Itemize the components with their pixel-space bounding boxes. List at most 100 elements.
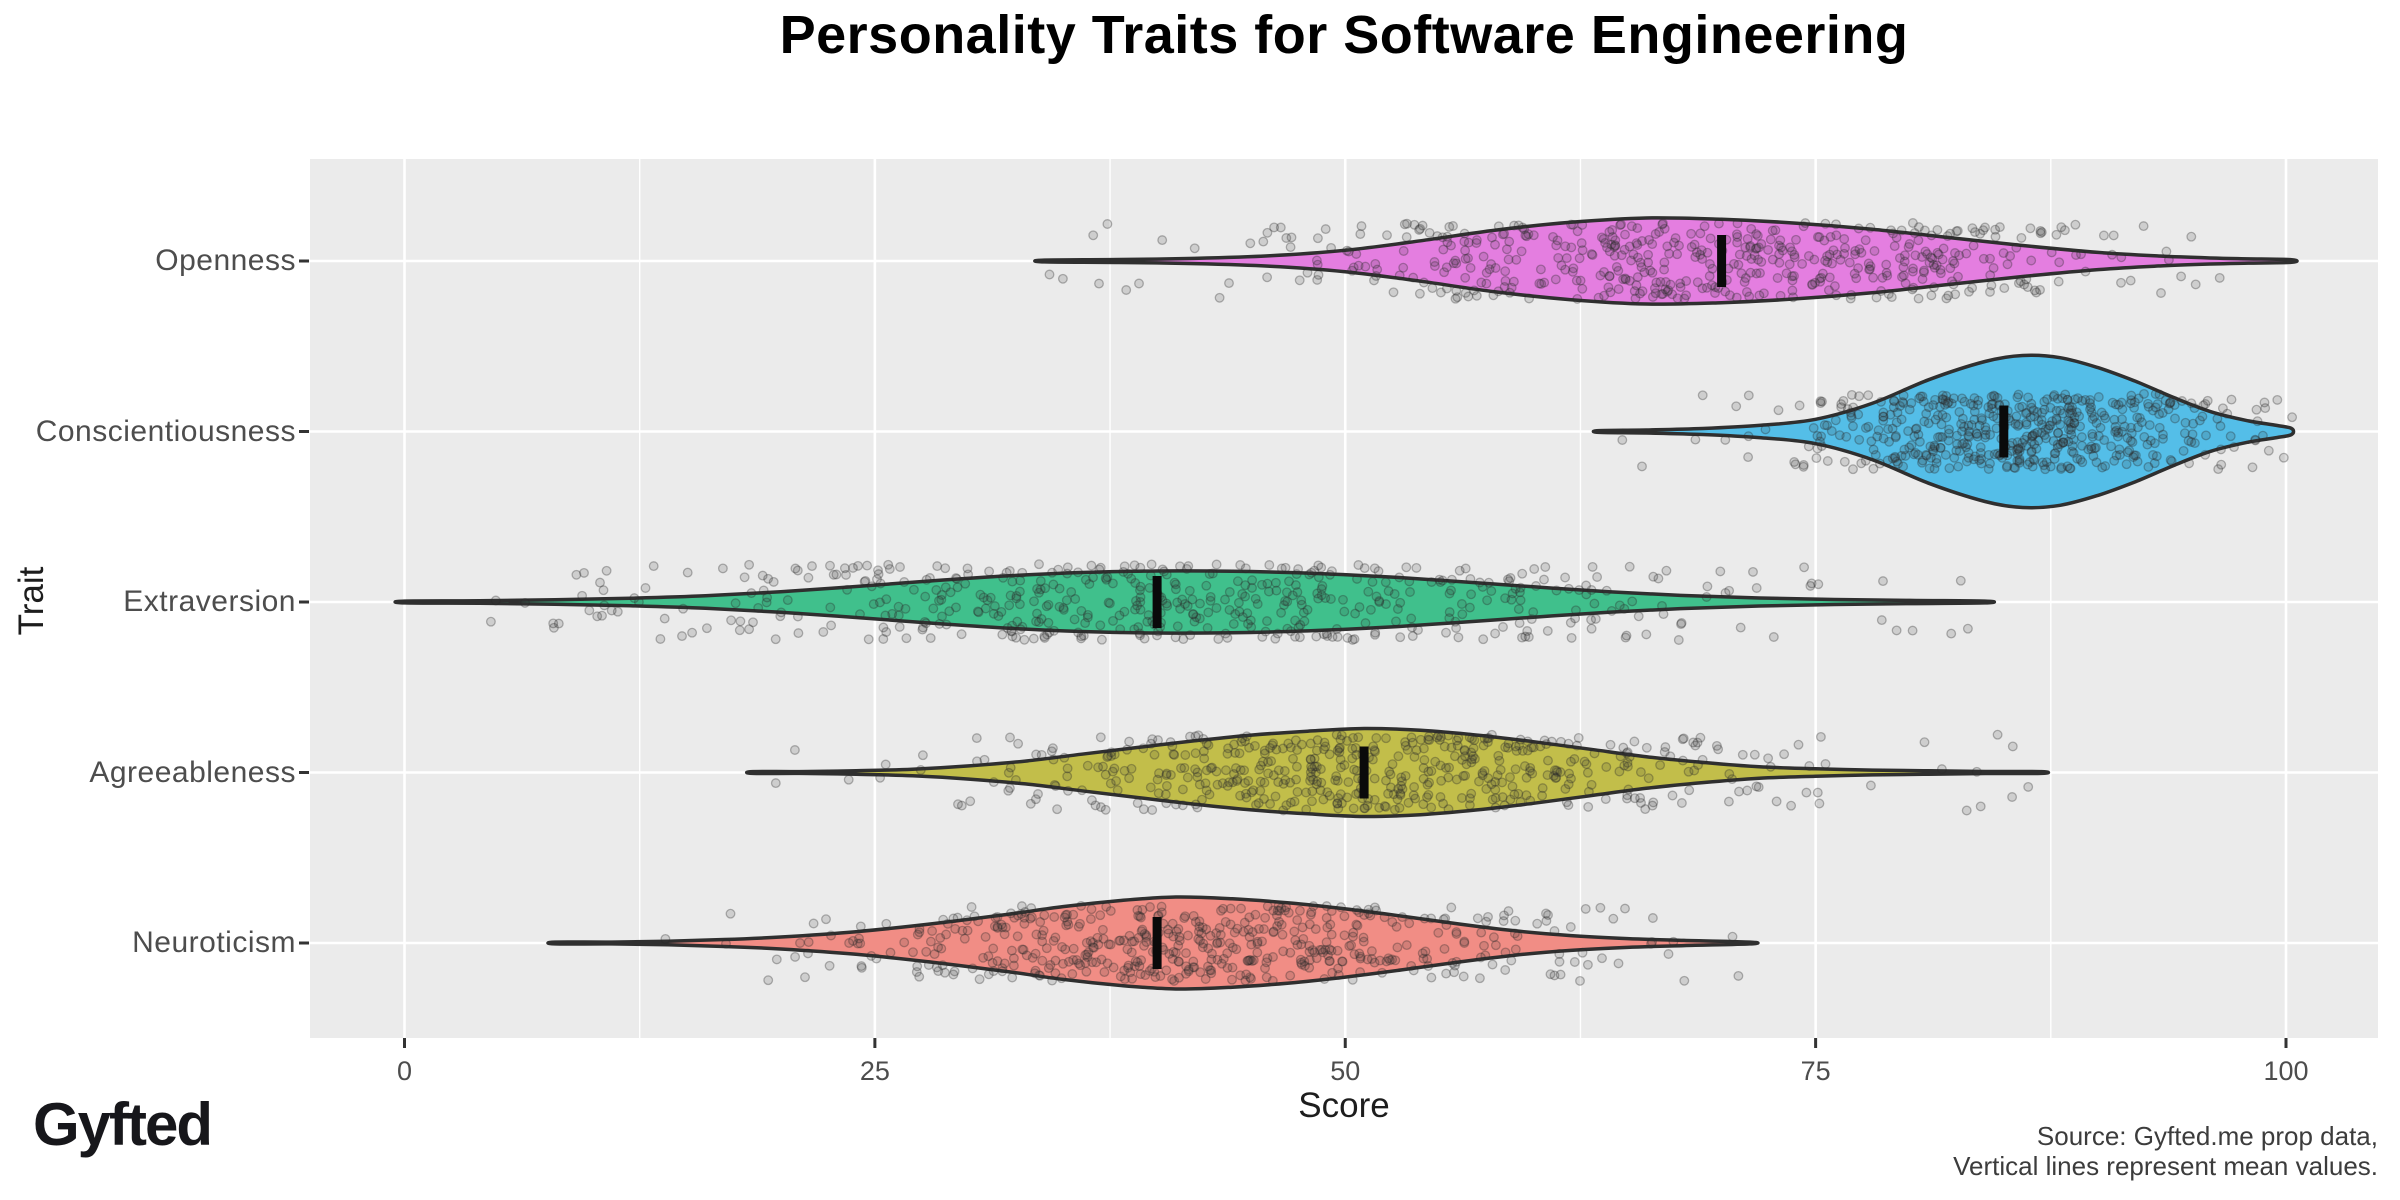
data-point (1466, 589, 1477, 600)
data-point (1136, 926, 1147, 937)
data-point (1606, 605, 1617, 616)
data-point (1353, 560, 1364, 570)
data-point (1234, 606, 1245, 617)
data-point (1423, 731, 1434, 742)
data-point (1127, 973, 1138, 984)
data-point (1085, 914, 1096, 925)
data-point (873, 565, 883, 576)
data-point (1812, 232, 1823, 242)
data-point (2110, 399, 2121, 410)
data-point (1173, 940, 1184, 951)
data-point (1230, 763, 1241, 774)
data-point (1613, 265, 1624, 276)
data-point (1348, 732, 1359, 743)
data-point (1815, 436, 1825, 447)
data-point (1929, 463, 1940, 474)
data-point (1240, 563, 1251, 574)
data-point (1615, 751, 1626, 762)
data-point (960, 578, 971, 589)
data-point (725, 908, 736, 919)
data-point (2072, 393, 2083, 404)
data-point (2028, 430, 2038, 441)
data-point (1067, 969, 1078, 979)
data-point (1940, 395, 1951, 406)
data-point (1250, 593, 1261, 604)
data-point (1127, 936, 1138, 947)
data-point (2048, 391, 2059, 402)
data-point (1271, 744, 1282, 755)
data-point (1145, 782, 1156, 793)
data-point (1347, 634, 1358, 645)
data-point (2060, 389, 2071, 400)
data-point (1122, 744, 1132, 755)
data-point (1294, 275, 1305, 286)
data-point (997, 966, 1008, 977)
data-point (2067, 441, 2078, 451)
data-point (744, 559, 755, 570)
data-point (1648, 797, 1659, 808)
data-point (1980, 222, 1990, 233)
data-point (2053, 428, 2064, 439)
data-point (1270, 633, 1281, 644)
data-point (1004, 783, 1015, 794)
data-point (1101, 901, 1112, 912)
data-point (1383, 953, 1394, 964)
data-point (1889, 241, 1900, 252)
data-point (1548, 770, 1559, 781)
data-point (2013, 278, 2024, 289)
data-point (1247, 575, 1258, 586)
data-point (1620, 903, 1630, 914)
data-point (2080, 266, 2091, 277)
data-point (1983, 449, 1994, 460)
data-point (1227, 777, 1238, 788)
data-point (1369, 957, 1380, 968)
data-point (1271, 910, 1282, 921)
data-point (1565, 922, 1576, 932)
data-point (2069, 418, 2080, 429)
data-point (1261, 972, 1272, 983)
data-point (1084, 579, 1095, 589)
data-point (1103, 939, 1114, 950)
data-point (1801, 787, 1812, 798)
data-point (1815, 396, 1826, 407)
data-point (1581, 589, 1592, 600)
data-point (1161, 768, 1172, 779)
data-point (1218, 903, 1229, 914)
data-point (1822, 251, 1833, 262)
data-point (1987, 403, 1997, 414)
data-point (584, 605, 595, 616)
data-point (908, 947, 918, 958)
mean-line-extraversion (1152, 576, 1162, 628)
data-point (1004, 600, 1015, 611)
data-point (925, 936, 936, 947)
data-point (1446, 585, 1456, 596)
data-point (929, 949, 940, 960)
data-point (1306, 567, 1317, 578)
data-point (803, 572, 814, 583)
data-point (1577, 245, 1588, 256)
data-point (1908, 282, 1919, 293)
data-point (1401, 940, 1412, 951)
data-point (1851, 273, 1862, 284)
data-point (1352, 920, 1363, 931)
data-point (1990, 224, 2001, 235)
data-point (1907, 625, 1918, 636)
data-point (1888, 395, 1899, 406)
data-point (1347, 753, 1358, 764)
data-point (1751, 268, 1762, 279)
jitter-points-neuroticism (660, 900, 1744, 986)
data-point (1132, 905, 1143, 915)
data-point (1244, 955, 1255, 966)
data-point (1392, 942, 1403, 953)
data-point (2184, 458, 2195, 469)
data-point (1891, 417, 1902, 428)
data-point (1876, 286, 1887, 296)
data-point (949, 966, 960, 977)
data-point (2058, 437, 2069, 448)
data-point (1134, 961, 1145, 972)
data-point (2086, 443, 2097, 454)
data-point (1952, 439, 1963, 450)
data-point (1812, 787, 1823, 798)
data-point (1397, 784, 1408, 794)
data-point (1343, 246, 1354, 257)
